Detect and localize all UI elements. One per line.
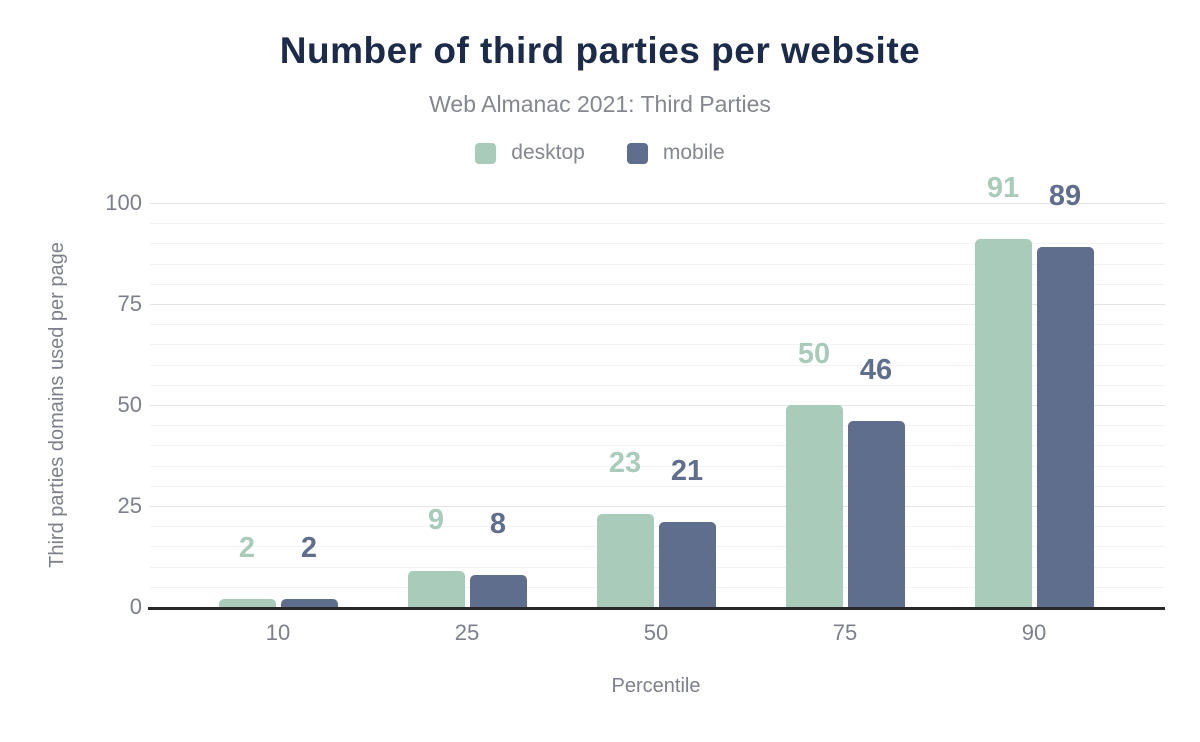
- gridline-95: [150, 223, 1165, 225]
- x-tick-label-75: 75: [832, 620, 858, 645]
- bar-value-desktop-p90: 91: [986, 172, 1020, 205]
- desktop-swatch-icon: [475, 142, 497, 164]
- legend-item-mobile: mobile: [626, 141, 725, 165]
- gridline-55: [150, 384, 1165, 386]
- gridline-50: [150, 405, 1165, 406]
- gridline-90: [150, 243, 1165, 245]
- bar-value-mobile-p25: 8: [489, 507, 507, 540]
- y-tick-label-50: 50: [117, 392, 142, 417]
- bar-desktop-p90[interactable]: [974, 239, 1032, 607]
- y-axis-title: Third parties domains used per page: [46, 242, 68, 568]
- bar-mobile-p50[interactable]: [658, 522, 716, 607]
- x-tick-label-10: 10: [265, 620, 291, 645]
- bar-mobile-p90[interactable]: [1036, 247, 1094, 607]
- y-tick-label-100: 100: [105, 190, 142, 215]
- legend: desktop mobile: [0, 141, 1200, 165]
- bar-value-mobile-p10: 2: [300, 531, 318, 564]
- bar-mobile-p75[interactable]: [847, 421, 905, 607]
- x-tick-label-50: 50: [643, 620, 669, 645]
- gridline-5: [150, 586, 1165, 588]
- bar-desktop-p10[interactable]: [218, 598, 276, 607]
- gridline-70: [150, 324, 1165, 326]
- bar-mobile-p10[interactable]: [280, 598, 338, 607]
- gridline-15: [150, 546, 1165, 548]
- bar-value-mobile-p75: 46: [859, 354, 893, 387]
- gridline-20: [150, 526, 1165, 528]
- gridline-100: [150, 203, 1165, 204]
- gridline-40: [150, 445, 1165, 447]
- x-tick-label-25: 25: [454, 620, 480, 645]
- gridline-35: [150, 465, 1165, 467]
- chart-subtitle: Web Almanac 2021: Third Parties: [429, 91, 771, 117]
- bar-desktop-p25[interactable]: [407, 570, 465, 607]
- gridline-85: [150, 263, 1165, 265]
- y-tick-label-75: 75: [117, 291, 142, 316]
- gridline-65: [150, 344, 1165, 346]
- gridline-60: [150, 364, 1165, 366]
- bar-value-mobile-p50: 21: [670, 455, 704, 488]
- gridline-75: [150, 304, 1165, 305]
- gridline-30: [150, 485, 1165, 487]
- bar-value-mobile-p90: 89: [1048, 180, 1082, 213]
- legend-item-desktop: desktop: [475, 141, 585, 165]
- y-tick-label-25: 25: [117, 493, 142, 518]
- bar-value-desktop-p75: 50: [797, 338, 831, 370]
- bar-value-desktop-p10: 2: [238, 531, 256, 564]
- y-tick-label-0: 0: [129, 594, 142, 619]
- x-tick-label-90: 90: [1021, 620, 1047, 645]
- chart-title: Number of third parties per website: [279, 30, 921, 71]
- bar-value-desktop-p25: 9: [427, 503, 445, 536]
- gridline-25: [150, 506, 1165, 507]
- mobile-swatch-icon: [626, 142, 648, 164]
- gridline-45: [150, 425, 1165, 427]
- x-axis-line: [148, 607, 1165, 610]
- x-axis-title: Percentile: [611, 675, 701, 697]
- gridline-80: [150, 283, 1165, 285]
- legend-label-desktop: desktop: [511, 141, 585, 164]
- bar-value-desktop-p50: 23: [608, 447, 642, 480]
- bar-desktop-p50[interactable]: [596, 514, 654, 607]
- bar-mobile-p25[interactable]: [469, 574, 527, 607]
- bar-desktop-p75[interactable]: [785, 405, 843, 607]
- gridline-10: [150, 566, 1165, 568]
- legend-label-mobile: mobile: [662, 141, 725, 164]
